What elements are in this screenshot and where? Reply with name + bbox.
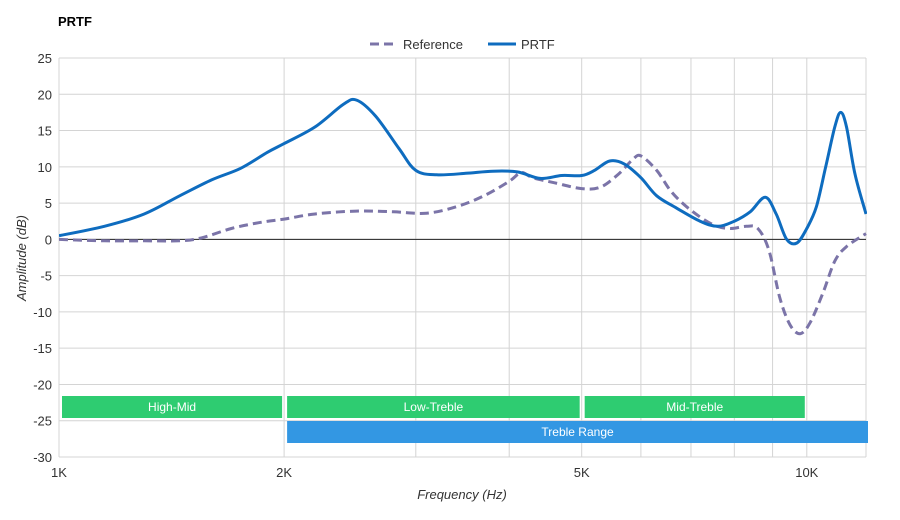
legend: Reference PRTF — [370, 37, 555, 52]
band-low-treble — [287, 396, 580, 418]
y-tick-label: 10 — [38, 160, 52, 175]
x-tick-label: 2K — [276, 465, 292, 480]
y-tick-label: -5 — [40, 269, 52, 284]
y-tick-label: 0 — [45, 232, 52, 247]
series-layer — [59, 97, 867, 336]
frequency-bands: High-Mid Low-Treble Mid-Treble Treble Range — [62, 396, 869, 443]
band-treble-range — [287, 421, 869, 443]
legend-label-reference: Reference — [403, 37, 463, 52]
grid-layer — [58, 57, 867, 458]
y-tick-label: 25 — [38, 51, 52, 66]
series-line-reference — [59, 153, 867, 336]
band-label: Treble Range — [541, 425, 614, 439]
band-high-mid — [62, 396, 283, 418]
x-tick-label: 1K — [51, 465, 67, 480]
y-tick-label: 15 — [38, 124, 52, 139]
y-tick-label: 20 — [38, 87, 52, 102]
y-tick-label: -30 — [33, 450, 52, 465]
series-line-prtf — [59, 97, 867, 246]
y-tick-label: 5 — [45, 196, 52, 211]
chart-title: PRTF — [58, 14, 92, 29]
y-tick-label: -20 — [33, 377, 52, 392]
x-tick-label: 5K — [574, 465, 590, 480]
legend-label-prtf: PRTF — [521, 37, 555, 52]
y-tick-label: -15 — [33, 341, 52, 356]
band-label: Low-Treble — [404, 400, 464, 414]
band-mid-treble — [584, 396, 805, 418]
x-axis-label: Frequency (Hz) — [417, 487, 507, 502]
y-tick-label: -25 — [33, 414, 52, 429]
y-tick-label: -10 — [33, 305, 52, 320]
band-label: Mid-Treble — [666, 400, 723, 414]
y-axis-label: Amplitude (dB) — [14, 215, 29, 302]
x-tick-label: 10K — [795, 465, 818, 480]
band-label: High-Mid — [148, 400, 196, 414]
